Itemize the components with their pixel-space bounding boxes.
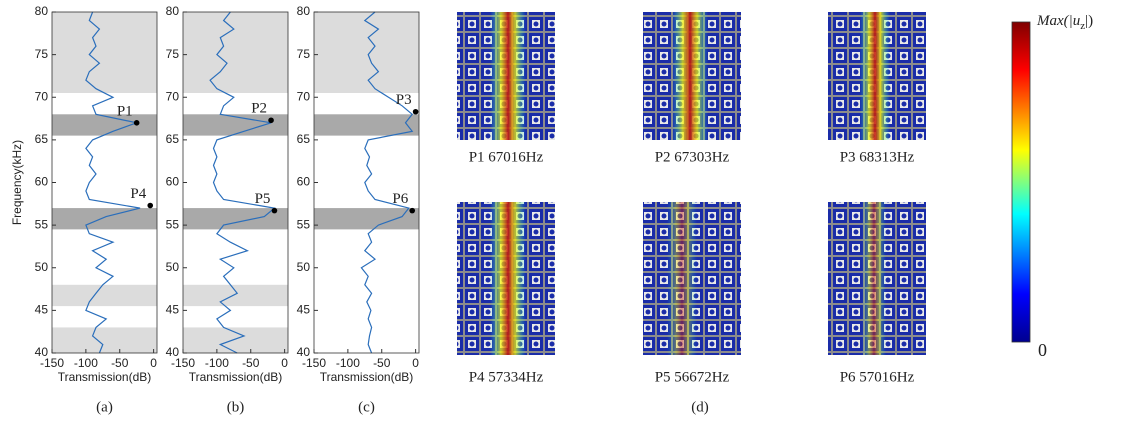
y-tick-label: 55 bbox=[35, 217, 49, 231]
y-tick-label: 70 bbox=[297, 89, 311, 103]
y-tick-label: 80 bbox=[166, 4, 180, 18]
x-axis-label: Transmission(dB) bbox=[189, 370, 283, 384]
marked-point bbox=[133, 120, 140, 126]
x-tick-label: 0 bbox=[412, 356, 419, 370]
y-tick-label: 55 bbox=[297, 217, 311, 231]
y-tick-label: 50 bbox=[166, 260, 180, 274]
x-tick-label: 0 bbox=[281, 356, 288, 370]
field-hotspot bbox=[490, 12, 526, 140]
x-tick-label: -50 bbox=[373, 356, 391, 370]
y-tick-label: 50 bbox=[297, 260, 311, 274]
panel-caption: (d) bbox=[691, 399, 709, 415]
x-tick-label: -150 bbox=[171, 356, 195, 370]
x-tick-label: -150 bbox=[40, 356, 64, 370]
field-hotspot bbox=[672, 12, 708, 140]
panel-caption: (a) bbox=[96, 399, 113, 415]
panel-caption: (b) bbox=[227, 399, 245, 415]
map-label: P1 67016Hz bbox=[469, 149, 544, 165]
y-tick-label: 55 bbox=[166, 217, 180, 231]
colorbar-title: Max(|uz|) bbox=[1036, 13, 1093, 31]
colorbar-title-end: |) bbox=[1085, 13, 1093, 29]
field-map-group bbox=[457, 12, 926, 355]
point-label: P6 bbox=[392, 191, 408, 207]
band bbox=[52, 284, 157, 307]
colorbar-title-text: Max(|u bbox=[1036, 13, 1080, 29]
y-tick-label: 45 bbox=[297, 303, 311, 317]
map-label: P4 57334Hz bbox=[469, 369, 544, 385]
map-label: P6 57016Hz bbox=[840, 369, 915, 385]
map-label: P3 68313Hz bbox=[840, 149, 915, 165]
y-tick-label: 70 bbox=[166, 89, 180, 103]
y-tick-label: 40 bbox=[35, 345, 49, 359]
y-tick-label: 80 bbox=[35, 4, 49, 18]
band bbox=[52, 327, 157, 353]
x-axis-label: Transmission(dB) bbox=[58, 370, 152, 384]
band bbox=[314, 208, 419, 230]
field-hotspot bbox=[862, 202, 886, 355]
transmission-line bbox=[360, 11, 414, 354]
y-tick-label: 60 bbox=[166, 175, 180, 189]
y-tick-label: 60 bbox=[35, 175, 49, 189]
y-tick-label: 65 bbox=[297, 132, 311, 146]
marked-point bbox=[147, 202, 154, 209]
marked-point bbox=[271, 207, 278, 214]
band bbox=[52, 114, 157, 136]
field-hotspot bbox=[490, 202, 526, 355]
band bbox=[314, 12, 419, 93]
point-label: P5 bbox=[255, 191, 271, 207]
band bbox=[314, 114, 419, 136]
y-tick-label: 45 bbox=[35, 303, 49, 317]
y-tick-label: 40 bbox=[297, 345, 311, 359]
y-tick-label: 75 bbox=[166, 47, 180, 61]
x-tick-label: 0 bbox=[150, 356, 157, 370]
band bbox=[183, 114, 288, 136]
colorbar-min-label: 0 bbox=[1038, 340, 1047, 360]
y-tick-label: 70 bbox=[35, 89, 49, 103]
field-hotspot bbox=[667, 202, 697, 355]
point-label: P2 bbox=[251, 101, 267, 117]
x-tick-label: -150 bbox=[302, 356, 326, 370]
band bbox=[183, 12, 288, 93]
y-tick-label: 45 bbox=[166, 303, 180, 317]
point-label: P1 bbox=[117, 103, 133, 119]
field-hotspot bbox=[860, 12, 890, 140]
band bbox=[52, 208, 157, 230]
map-label: P5 56672Hz bbox=[655, 369, 730, 385]
x-tick-label: -50 bbox=[242, 356, 260, 370]
panel-caption: (c) bbox=[358, 399, 375, 415]
band bbox=[183, 284, 288, 307]
y-tick-label: 80 bbox=[297, 4, 311, 18]
marked-point bbox=[268, 117, 274, 124]
colorbar-subscript: z bbox=[1080, 20, 1085, 32]
colorbar bbox=[1011, 21, 1031, 343]
transmission-line bbox=[85, 11, 141, 354]
y-axis-label: Frequency(kHz) bbox=[10, 140, 24, 225]
y-tick-label: 50 bbox=[35, 260, 49, 274]
x-tick-label: -100 bbox=[74, 356, 98, 370]
point-label: P4 bbox=[130, 186, 146, 202]
transmission-line bbox=[209, 11, 276, 354]
marked-point bbox=[409, 207, 416, 214]
x-tick-label: -50 bbox=[111, 356, 129, 370]
map-label: P2 67303Hz bbox=[655, 149, 730, 165]
band bbox=[183, 208, 288, 230]
marked-point bbox=[412, 108, 419, 115]
y-tick-label: 40 bbox=[166, 345, 180, 359]
band bbox=[52, 12, 157, 93]
y-tick-label: 65 bbox=[35, 132, 49, 146]
y-tick-label: 75 bbox=[35, 47, 49, 61]
x-tick-label: -100 bbox=[205, 356, 229, 370]
x-axis-label: Transmission(dB) bbox=[320, 370, 414, 384]
x-tick-label: -100 bbox=[336, 356, 360, 370]
y-tick-label: 60 bbox=[297, 175, 311, 189]
y-tick-label: 75 bbox=[297, 47, 311, 61]
point-label: P3 bbox=[396, 92, 412, 108]
band bbox=[183, 327, 288, 353]
y-tick-label: 65 bbox=[166, 132, 180, 146]
